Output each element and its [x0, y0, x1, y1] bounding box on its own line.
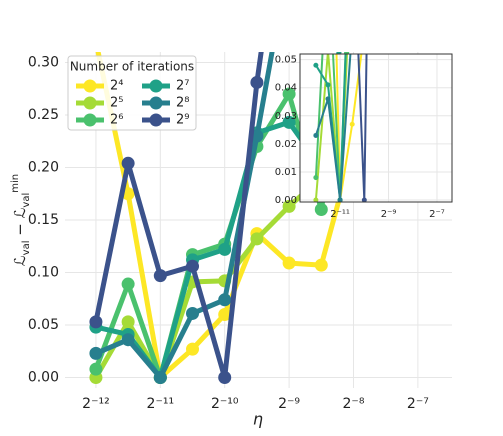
x-tick-label: 2⁻⁹: [381, 209, 397, 220]
series-group: [89, 4, 360, 384]
data-point: [153, 269, 167, 283]
series-line: [314, 54, 352, 201]
legend-label: 2⁶: [110, 113, 123, 128]
data-point: [325, 82, 331, 88]
legend-marker: [149, 113, 163, 127]
legend-label: 2⁷: [176, 79, 189, 94]
y-tick-label: 0.30: [28, 55, 59, 71]
data-point: [337, 197, 343, 202]
y-tick-label: 0.20: [28, 160, 59, 176]
data-point: [349, 121, 355, 127]
legend-marker: [149, 79, 163, 93]
main-axes: 0.00 0.05 0.10 0.15 0.20 0.25 0.30 2⁻¹² 2⁻¹¹ 2⁻¹⁰…: [28, 4, 452, 412]
y-label-part: val: [21, 193, 32, 208]
x-tick-label: 2⁻¹¹: [330, 209, 350, 220]
data-point: [314, 203, 328, 216]
y-tick-label: 0.05: [275, 55, 297, 66]
y-label-part: ℒ: [11, 255, 29, 266]
y-axis-label: ℒval − ℒvalmin: [10, 174, 32, 266]
x-tick-label: 2⁻⁷: [429, 209, 445, 220]
y-tick-label: 0.00: [275, 195, 297, 206]
data-point: [362, 29, 367, 34]
legend-label: 2⁸: [176, 96, 189, 111]
data-point: [186, 342, 200, 356]
x-tick-label: 2⁻¹²: [82, 396, 110, 412]
y-label-part: − ℒ: [11, 208, 29, 241]
data-point: [186, 306, 200, 320]
legend-label: 2⁵: [110, 96, 123, 111]
data-point: [347, 4, 360, 17]
data-point: [121, 277, 135, 291]
data-point: [361, 197, 367, 202]
data-point: [282, 87, 296, 101]
legend-label: 2⁹: [176, 113, 189, 128]
legend-marker: [149, 96, 163, 110]
y-tick-label: 0.25: [28, 107, 59, 123]
series-line: [314, 54, 349, 201]
inset-axes: 0.00 0.01 0.02 0.03 0.04 0.05 2⁻¹¹ 2⁻⁹ 2⁻⁷: [275, 26, 453, 220]
y-tick-label: 0.03: [275, 111, 297, 122]
data-point: [89, 315, 103, 329]
x-axis-label: η: [253, 410, 263, 429]
legend-marker: [83, 96, 97, 110]
legend-marker: [83, 79, 97, 93]
series-group: [313, 26, 368, 202]
data-point: [313, 49, 318, 54]
legend-label: 2⁴: [110, 79, 123, 94]
data-point: [121, 315, 135, 329]
data-point: [350, 26, 355, 31]
data-point: [282, 115, 296, 129]
y-tick-label: 0.15: [28, 212, 59, 228]
inset-frame: [299, 53, 453, 203]
data-point: [282, 199, 296, 213]
data-point: [153, 371, 167, 384]
data-point: [325, 96, 331, 102]
data-point: [250, 232, 264, 246]
x-tick-label: 2⁻⁹: [278, 396, 300, 412]
legend-title: Number of iterations: [70, 60, 194, 74]
data-point: [218, 293, 232, 307]
y-tick-label: 0.00: [28, 370, 59, 386]
data-point: [313, 62, 319, 68]
y-tick-label: 0.04: [275, 83, 297, 94]
legend-marker: [83, 113, 97, 127]
data-point: [282, 256, 296, 270]
x-tick-label: 2⁻⁷: [407, 396, 429, 412]
data-point: [186, 259, 200, 273]
data-point: [250, 75, 264, 89]
x-tick-label: 2⁻⁸: [343, 396, 365, 412]
data-point: [121, 333, 135, 347]
data-point: [313, 175, 319, 181]
data-point: [89, 35, 102, 48]
data-point: [218, 242, 232, 256]
y-label-part: min: [10, 174, 21, 193]
data-point: [89, 362, 103, 376]
x-tick-label: 2⁻¹⁰: [211, 396, 239, 412]
data-point: [89, 346, 103, 360]
legend-box: [67, 55, 197, 131]
data-point: [121, 156, 135, 170]
data-point: [314, 258, 328, 272]
y-label-part: val: [21, 240, 32, 255]
data-point: [218, 308, 232, 321]
y-tick-label: 0.05: [28, 317, 59, 333]
data-point: [313, 132, 319, 138]
series-line: [315, 54, 347, 201]
y-tick-label: 0.10: [28, 265, 59, 281]
data-point: [218, 371, 232, 384]
y-tick-label: 0.01: [275, 167, 297, 178]
data-point: [325, 49, 330, 54]
data-point: [313, 197, 319, 202]
legend: Number of iterations 2⁴ 2⁵ 2⁶ 2⁷ 2⁸ 2⁹: [67, 55, 197, 131]
y-tick-label: 0.02: [275, 139, 297, 150]
x-tick-label: 2⁻¹¹: [147, 396, 175, 412]
